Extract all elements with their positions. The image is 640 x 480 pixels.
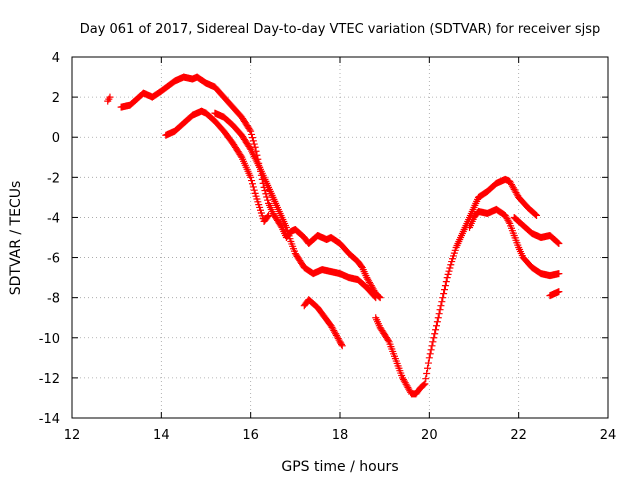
data-point-marker bbox=[424, 364, 432, 372]
y-tick-label: -4 bbox=[47, 211, 60, 226]
data-point-marker bbox=[436, 306, 444, 314]
data-point-marker bbox=[423, 369, 431, 377]
y-tick-label: 4 bbox=[52, 51, 60, 66]
data-point-marker bbox=[338, 342, 346, 350]
data-point-marker bbox=[432, 326, 440, 334]
data-point-marker bbox=[248, 134, 256, 142]
data-point-marker bbox=[248, 177, 256, 185]
data-point-marker bbox=[428, 342, 436, 350]
data-point-marker bbox=[441, 286, 449, 294]
y-axis-label: SDTVAR / TECUs bbox=[8, 181, 24, 296]
series-arc-3 bbox=[162, 107, 273, 225]
x-tick-label: 14 bbox=[153, 428, 170, 443]
data-point-marker bbox=[439, 294, 447, 302]
y-tick-label: -14 bbox=[39, 412, 60, 427]
data-point-marker bbox=[433, 318, 441, 326]
data-point-marker bbox=[372, 294, 380, 302]
y-tick-label: -10 bbox=[39, 332, 60, 347]
data-point-marker bbox=[429, 338, 437, 346]
chart-title: Day 061 of 2017, Sidereal Day-to-day VTE… bbox=[80, 22, 601, 37]
data-point-marker bbox=[337, 340, 345, 348]
data-point-marker bbox=[106, 93, 114, 101]
data-point-marker bbox=[430, 334, 438, 342]
data-point-marker bbox=[421, 380, 429, 388]
data-point-marker bbox=[420, 381, 428, 389]
data-point-marker bbox=[554, 239, 562, 247]
data-point-marker bbox=[446, 264, 454, 272]
data-markers bbox=[104, 73, 563, 398]
series-arc-9 bbox=[546, 288, 563, 300]
series-arc-8 bbox=[510, 213, 563, 248]
series-arc-6 bbox=[372, 175, 541, 398]
data-point-marker bbox=[440, 290, 448, 298]
data-point-marker bbox=[533, 211, 541, 219]
data-point-marker bbox=[435, 310, 443, 318]
x-tick-label: 16 bbox=[242, 428, 259, 443]
data-point-marker bbox=[555, 270, 563, 278]
data-point-marker bbox=[261, 187, 269, 195]
data-point-marker bbox=[441, 282, 449, 290]
data-point-marker bbox=[384, 336, 392, 344]
data-point-marker bbox=[427, 346, 435, 354]
data-point-marker bbox=[249, 183, 257, 191]
data-point-marker bbox=[247, 127, 255, 135]
data-point-marker bbox=[265, 211, 273, 219]
data-point-marker bbox=[444, 270, 452, 278]
data-point-marker bbox=[505, 218, 513, 226]
data-point-marker bbox=[250, 140, 258, 148]
data-point-marker bbox=[371, 293, 379, 301]
data-point-marker bbox=[426, 350, 434, 358]
y-tick-label: 0 bbox=[52, 131, 60, 146]
series-arc-5 bbox=[300, 296, 346, 350]
data-point-marker bbox=[445, 267, 453, 275]
data-point-marker bbox=[443, 274, 451, 282]
x-tick-label: 12 bbox=[64, 428, 81, 443]
data-point-marker bbox=[248, 180, 256, 188]
data-point-marker bbox=[437, 302, 445, 310]
data-point-marker bbox=[442, 278, 450, 286]
data-point-marker bbox=[432, 322, 440, 330]
data-point-marker bbox=[555, 240, 563, 248]
data-point-marker bbox=[264, 213, 272, 221]
y-tick-label: -6 bbox=[47, 252, 60, 267]
series-arc-2 bbox=[117, 73, 384, 302]
data-point-marker bbox=[335, 336, 343, 344]
data-point-marker bbox=[264, 196, 272, 204]
data-point-marker bbox=[532, 211, 540, 219]
data-point-marker bbox=[555, 288, 563, 296]
x-tick-label: 22 bbox=[510, 428, 527, 443]
data-point-marker bbox=[438, 298, 446, 306]
x-tick-label: 20 bbox=[421, 428, 438, 443]
data-point-marker bbox=[425, 354, 433, 362]
x-axis-label: GPS time / hours bbox=[281, 459, 398, 475]
data-point-marker bbox=[263, 193, 271, 201]
y-tick-label: -8 bbox=[47, 292, 60, 307]
data-point-marker bbox=[251, 143, 259, 151]
data-point-marker bbox=[249, 137, 257, 145]
data-point-marker bbox=[431, 330, 439, 338]
series-arc-7 bbox=[466, 205, 563, 280]
data-point-marker bbox=[424, 359, 432, 367]
x-tick-label: 24 bbox=[600, 428, 617, 443]
data-point-marker bbox=[447, 261, 455, 269]
data-point-marker bbox=[246, 126, 254, 134]
data-point-marker bbox=[248, 130, 256, 138]
y-tick-label: -12 bbox=[39, 372, 60, 387]
x-tick-label: 18 bbox=[332, 428, 349, 443]
series-arc-4 bbox=[211, 109, 380, 302]
data-point-marker bbox=[247, 173, 255, 181]
y-tick-label: 2 bbox=[52, 91, 60, 106]
grid-lines bbox=[72, 57, 608, 418]
data-point-marker bbox=[422, 375, 430, 383]
data-point-marker bbox=[250, 186, 258, 194]
series-arc-1 bbox=[104, 93, 114, 105]
data-point-marker bbox=[434, 314, 442, 322]
y-tick-label: -2 bbox=[47, 171, 60, 186]
